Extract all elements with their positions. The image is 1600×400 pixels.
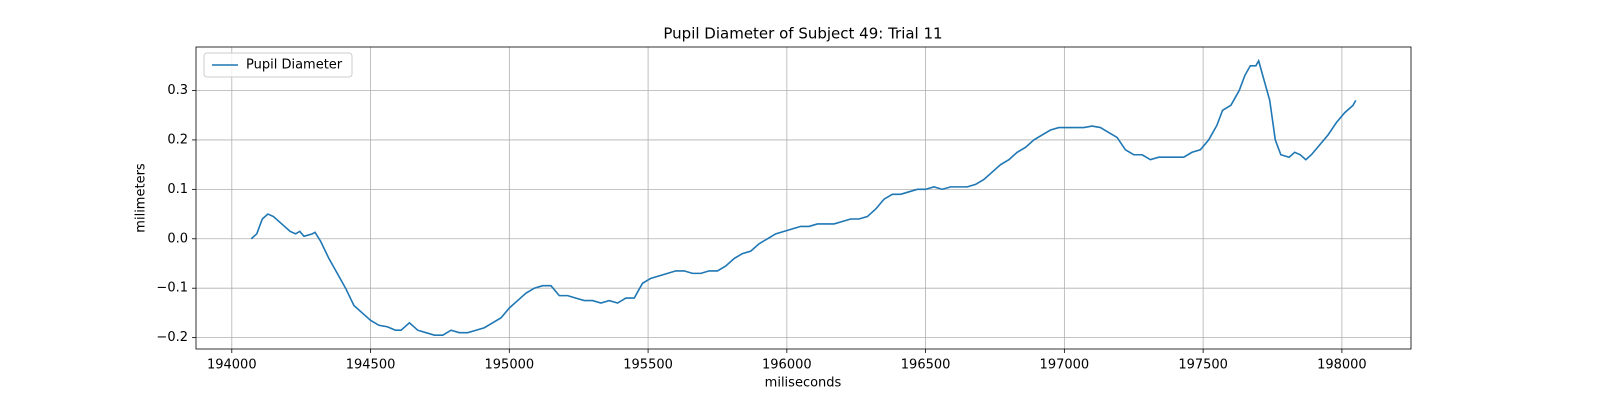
chart-title: Pupil Diameter of Subject 49: Trial 11 [663, 25, 942, 43]
x-tick-label: 196000 [762, 358, 812, 373]
y-tick-label: 0.0 [167, 231, 188, 246]
x-tick-label: 195500 [623, 358, 673, 373]
legend-box [203, 52, 353, 78]
y-tick-label: 0.1 [167, 182, 188, 197]
x-tick-label: 194500 [346, 358, 396, 373]
y-tick-label: −0.2 [156, 330, 188, 345]
y-tick-label: −0.1 [156, 281, 188, 296]
y-axis-label: milimeters [134, 163, 149, 233]
x-axis-label: miliseconds [765, 376, 842, 391]
x-tick-label: 198000 [1317, 358, 1367, 373]
y-tick-label: 0.3 [167, 83, 188, 98]
x-tick-label: 195000 [485, 358, 535, 373]
x-tick-label: 194000 [207, 358, 257, 373]
data-line [250, 58, 1357, 336]
x-tick-label: 197500 [1178, 358, 1228, 373]
y-tick-label: 0.2 [167, 132, 188, 147]
x-tick-label: 197000 [1040, 358, 1090, 373]
axes-frame [195, 46, 1412, 350]
legend-label: Pupil Diameter [246, 58, 343, 73]
x-tick-label: 196500 [901, 358, 951, 373]
